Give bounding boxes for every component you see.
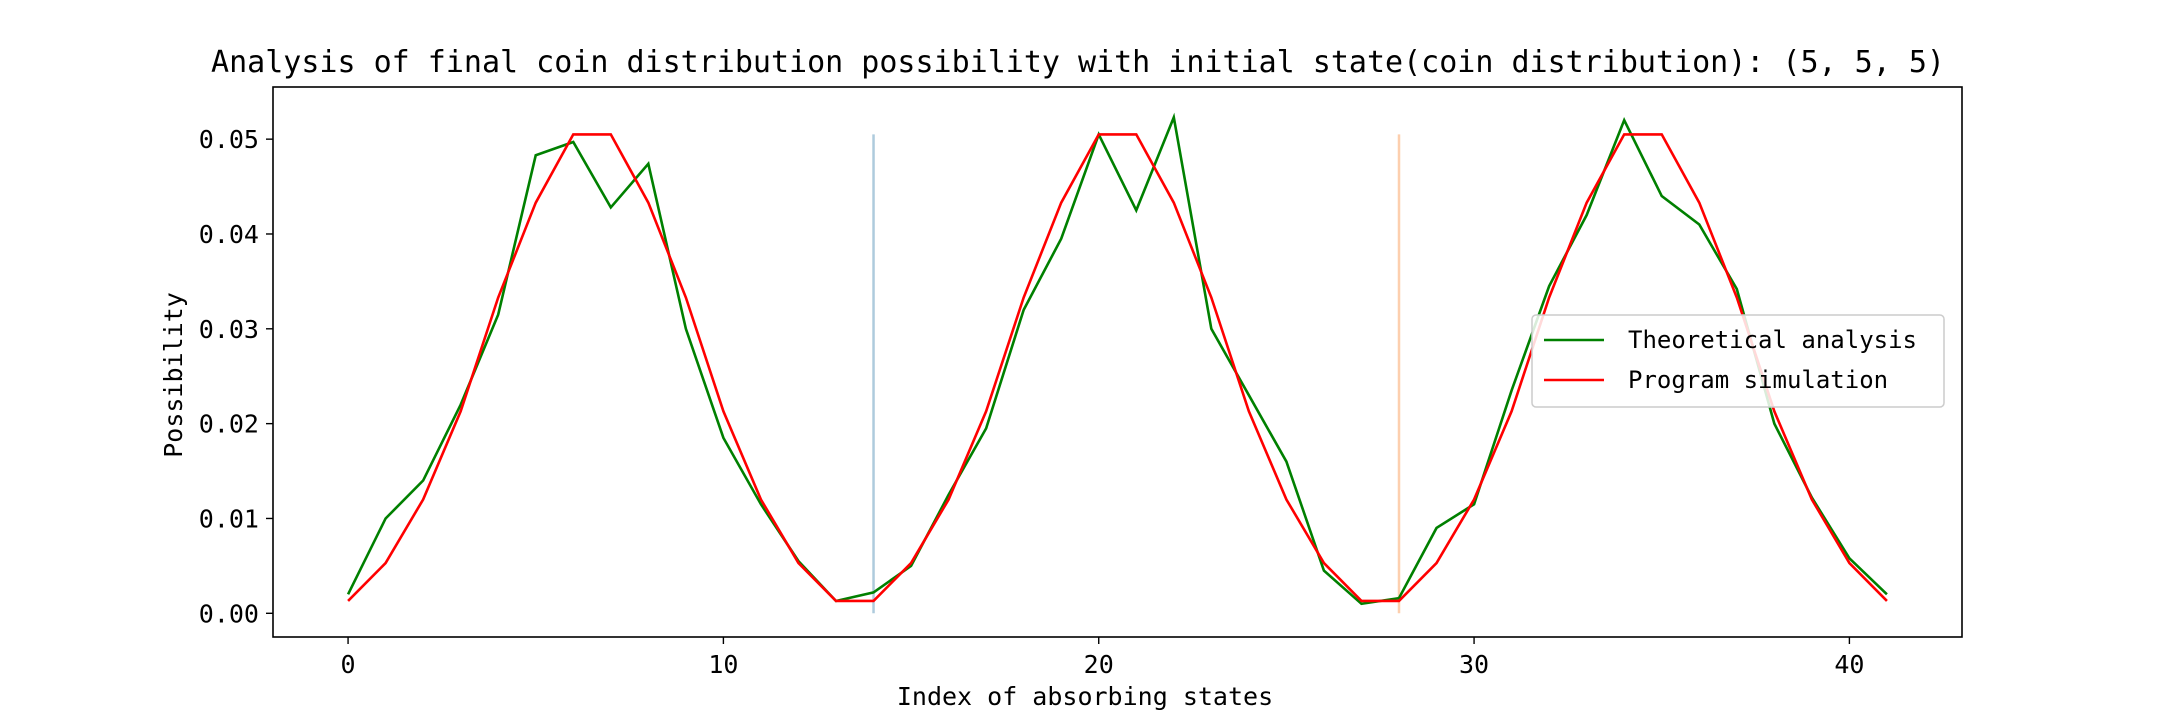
x-tick-label: 30: [1459, 650, 1489, 679]
chart-title: Analysis of final coin distribution poss…: [211, 45, 1945, 80]
series-line-simulation: [347, 133, 1888, 603]
y-tick-label: 0.00: [199, 599, 259, 628]
x-axis-label: Index of absorbing states: [897, 682, 1273, 711]
y-tick-label: 0.03: [199, 315, 259, 344]
y-tick-label: 0.05: [199, 125, 259, 154]
legend-label-theoretical: Theoretical analysis: [1628, 326, 1917, 354]
legend-label-simulation: Program simulation: [1628, 366, 1888, 394]
y-tick-label: 0.04: [199, 220, 259, 249]
x-tick-label: 40: [1834, 650, 1864, 679]
x-tick-label: 10: [708, 650, 738, 679]
y-axis-label: Possibility: [159, 292, 188, 458]
axes: 0 10 20 30 40 0.00 0.01 0.02 0.03 0.04 0.05: [199, 86, 1963, 679]
y-tick-label: 0.02: [199, 410, 259, 439]
x-tick-label: 0: [341, 650, 356, 679]
series-line-theoretical: [346, 112, 1888, 606]
plot-frame: [272, 86, 1963, 638]
legend-box: [1531, 314, 1945, 408]
y-tick-label: 0.01: [199, 504, 259, 533]
x-tick-label: 20: [1084, 650, 1114, 679]
plot-area: [346, 112, 1888, 614]
legend: Theoretical analysis Program simulation: [1531, 314, 1945, 408]
